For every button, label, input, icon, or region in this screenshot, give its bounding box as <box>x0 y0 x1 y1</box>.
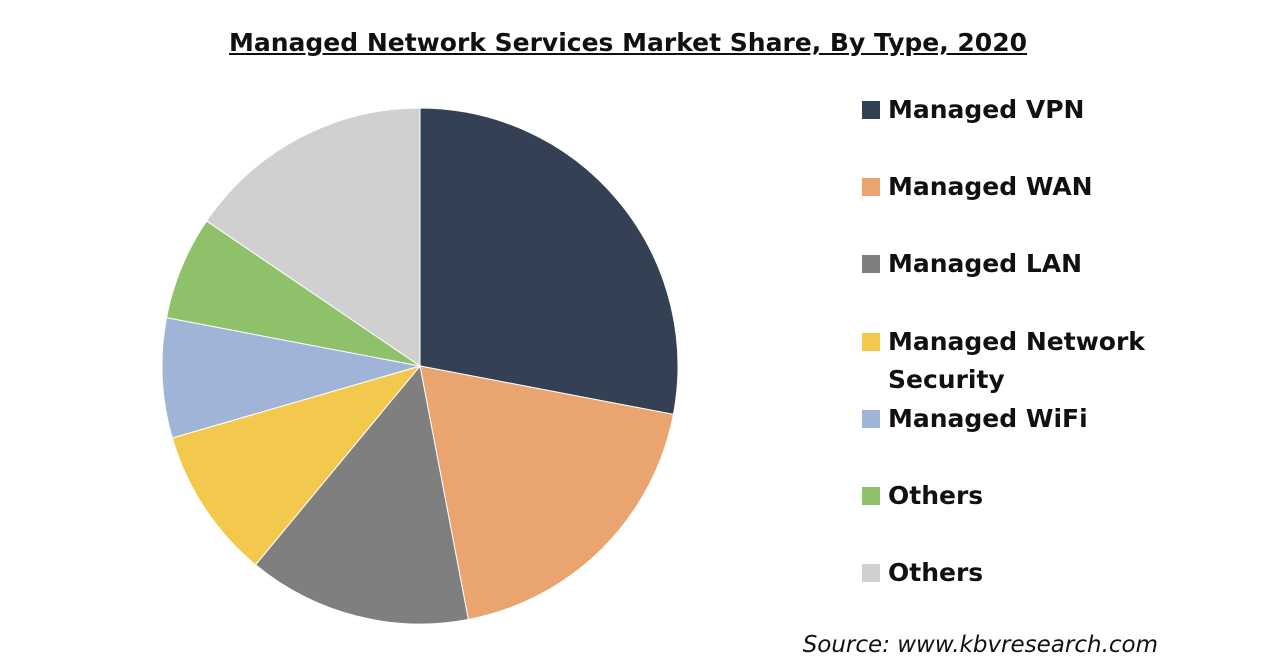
legend-item: Managed VPN <box>862 91 1152 129</box>
pie-slice <box>205 107 421 367</box>
legend-swatch <box>862 564 880 583</box>
legend-swatch <box>862 255 880 274</box>
legend-item: Others <box>862 554 1152 592</box>
legend-label: Managed LAN <box>888 249 1083 279</box>
pie-slice <box>161 317 421 439</box>
legend-swatch <box>862 409 880 428</box>
legend-swatch <box>862 487 880 505</box>
pie-slice <box>419 107 679 415</box>
pie-slice <box>171 365 422 566</box>
legend-item: Others <box>862 477 1152 515</box>
legend-label: Others <box>888 481 984 510</box>
legend-swatch <box>862 101 880 119</box>
legend-label: Managed WAN <box>888 172 1093 202</box>
legend-label: Managed Network Security <box>888 326 1145 394</box>
legend-swatch <box>862 178 880 197</box>
pie-slice <box>254 364 469 625</box>
pie-slice <box>419 365 675 621</box>
legend-label: Managed VPN <box>888 95 1085 124</box>
chart-title: Managed Network Services Market Share, B… <box>228 28 1027 57</box>
legend-item: Managed WiFi <box>862 400 1152 438</box>
legend-label: Managed WiFi <box>888 403 1088 433</box>
legend-item: Managed WAN <box>862 168 1152 206</box>
legend-item: Managed Network Security <box>862 323 1152 399</box>
legend-swatch <box>862 332 880 351</box>
source-note: Source: www.kbvresearch.com <box>802 632 1158 658</box>
legend-label: Others <box>888 558 984 588</box>
legend-item: Managed LAN <box>862 245 1152 283</box>
